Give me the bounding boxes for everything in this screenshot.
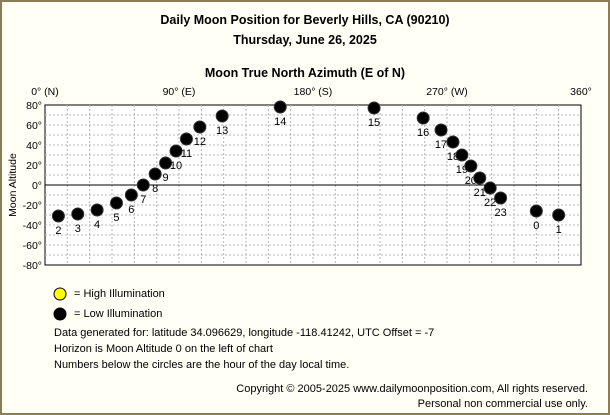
legend-high-label: = High Illumination xyxy=(74,288,165,300)
y-tick-label: 20° xyxy=(26,160,42,172)
moon-position-point xyxy=(455,148,469,162)
moon-position-point xyxy=(367,101,381,115)
personal-use: Personal non commercial use only. xyxy=(417,398,588,410)
moon-position-point xyxy=(90,203,104,217)
copyright: Copyright © 2005-2025 www.dailymoonposit… xyxy=(236,383,588,395)
hour-label: 0 xyxy=(533,220,539,232)
moon-position-point xyxy=(552,208,566,222)
y-tick-label: 0° xyxy=(32,180,42,192)
hour-label: 2 xyxy=(55,225,61,237)
hour-label: 12 xyxy=(194,136,206,148)
x-tick-label: 90° (E) xyxy=(163,86,196,98)
hour-label: 22 xyxy=(484,197,496,209)
y-tick-label: -40° xyxy=(23,220,42,232)
y-tick-label: -20° xyxy=(23,200,42,212)
hour-label: 6 xyxy=(128,204,134,216)
x-tick-label: 0° (N) xyxy=(31,86,59,98)
hour-label: 14 xyxy=(274,116,286,128)
hour-label: 1 xyxy=(556,224,562,236)
moon-position-point xyxy=(109,196,123,210)
x-tick-label: 360° xyxy=(570,86,592,98)
hour-label: 17 xyxy=(435,139,447,151)
moon-position-point xyxy=(179,132,193,146)
moon-position-point xyxy=(159,156,173,170)
legend-low-label: = Low Illumination xyxy=(74,308,163,320)
y-tick-label: 80° xyxy=(26,100,42,112)
x-axis-title: Moon True North Azimuth (E of N) xyxy=(204,66,406,80)
hour-label: 16 xyxy=(417,127,429,139)
x-tick-label: 180° (S) xyxy=(294,86,333,98)
y-tick-label: 40° xyxy=(26,140,42,152)
hour-label: 3 xyxy=(75,223,81,235)
moon-position-point xyxy=(273,100,287,114)
chart-date: Thursday, June 26, 2025 xyxy=(233,33,377,47)
note-hours: Numbers below the circles are the hour o… xyxy=(54,359,350,371)
hour-label: 5 xyxy=(113,212,119,224)
moon-position-point xyxy=(71,207,85,221)
hour-label: 21 xyxy=(474,187,486,199)
chart-title: Daily Moon Position for Beverly Hills, C… xyxy=(160,13,450,27)
hour-label: 9 xyxy=(163,172,169,184)
moon-position-point xyxy=(434,123,448,137)
moon-position-point xyxy=(464,159,478,173)
y-tick-label: -80° xyxy=(23,260,42,272)
hour-label: 13 xyxy=(216,125,228,137)
y-tick-label: -60° xyxy=(23,240,42,252)
hour-label: 11 xyxy=(181,148,192,160)
moon-position-point xyxy=(169,144,183,158)
hour-label: 15 xyxy=(368,117,380,129)
moon-position-point xyxy=(416,111,430,125)
note-horizon: Horizon is Moon Altitude 0 on the left o… xyxy=(54,343,273,355)
moon-position-point xyxy=(473,171,487,185)
moon-position-point xyxy=(124,188,138,202)
moon-position-point xyxy=(529,204,543,218)
moon-position-point xyxy=(136,178,150,192)
moon-position-point xyxy=(51,209,65,223)
moon-position-point xyxy=(494,191,508,205)
hour-label: 23 xyxy=(494,207,506,219)
y-tick-label: 60° xyxy=(26,120,42,132)
hour-label: 7 xyxy=(140,194,146,206)
y-axis-label: Moon Altitude xyxy=(7,153,19,217)
moon-position-point xyxy=(193,120,207,134)
moon-position-point xyxy=(446,135,460,149)
moon-position-point xyxy=(215,109,229,123)
x-tick-label: 270° (W) xyxy=(426,86,468,98)
moon-position-point xyxy=(148,167,162,181)
note-location: Data generated for: latitude 34.096629, … xyxy=(54,327,435,339)
moon-position-point xyxy=(483,181,497,195)
hour-label: 4 xyxy=(94,219,100,231)
hour-label: 10 xyxy=(170,160,182,172)
hour-label: 8 xyxy=(152,183,158,195)
